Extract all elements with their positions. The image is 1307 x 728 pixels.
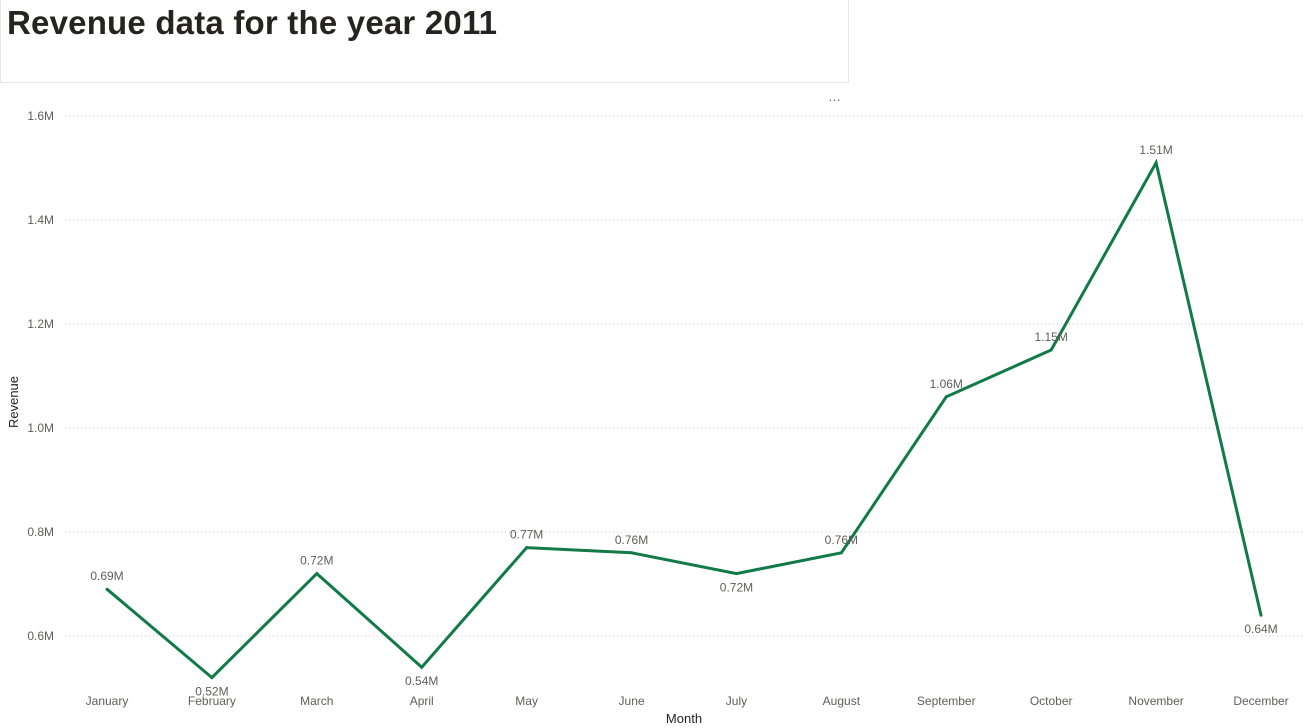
y-axis-ticks: 0.6M 0.8M 1.0M 1.2M 1.4M 1.6M (27, 109, 54, 643)
data-label: 1.15M (1035, 330, 1068, 344)
x-tick-label: April (410, 694, 434, 708)
page-title: Revenue data for the year 2011 (7, 4, 498, 41)
x-tick-label: July (726, 694, 747, 708)
x-tick-label: December (1233, 694, 1288, 708)
data-label: 0.77M (510, 528, 543, 542)
x-tick-label: August (823, 694, 861, 708)
data-point[interactable] (210, 676, 214, 680)
more-options-icon[interactable]: … (828, 89, 842, 104)
y-tick-label: 1.6M (27, 109, 54, 123)
data-point[interactable] (1154, 161, 1158, 165)
y-tick-label: 0.6M (27, 629, 54, 643)
x-axis-ticks: January February March April May June July Augu… (86, 694, 1289, 708)
y-tick-label: 0.8M (27, 525, 54, 539)
data-point[interactable] (105, 587, 109, 591)
data-point[interactable] (525, 546, 529, 550)
data-label: 0.72M (720, 581, 753, 595)
x-tick-label: January (86, 694, 129, 708)
data-label: 0.52M (195, 685, 228, 699)
x-tick-label: November (1128, 694, 1183, 708)
data-label: 0.64M (1244, 622, 1277, 636)
x-axis-title: Month (666, 711, 702, 726)
data-point[interactable] (315, 572, 319, 576)
y-tick-label: 1.4M (27, 213, 54, 227)
data-point[interactable] (1049, 348, 1053, 352)
x-tick-label: October (1030, 694, 1073, 708)
x-tick-label: February (188, 694, 236, 708)
data-label: 0.54M (405, 674, 438, 688)
data-point[interactable] (839, 551, 843, 555)
data-label: 0.72M (300, 554, 333, 568)
data-point[interactable] (420, 665, 424, 669)
gridlines (65, 115, 1305, 637)
data-labels: 0.69M 0.52M 0.72M 0.54M 0.77M 0.76M 0.72M 0.76M… (90, 143, 1277, 699)
x-tick-label: May (515, 694, 538, 708)
x-tick-label: March (300, 694, 333, 708)
x-tick-label: September (917, 694, 976, 708)
x-tick-label: June (619, 694, 645, 708)
data-point[interactable] (944, 395, 948, 399)
data-label: 1.06M (930, 377, 963, 391)
y-axis-title: Revenue (6, 376, 21, 428)
y-tick-label: 1.0M (27, 421, 54, 435)
title-card: Revenue data for the year 2011 (0, 0, 849, 83)
data-label: 0.76M (825, 533, 858, 547)
data-label: 0.76M (615, 533, 648, 547)
series-group (105, 158, 1263, 680)
data-point[interactable] (734, 572, 738, 576)
data-point[interactable] (630, 551, 634, 555)
data-label: 0.69M (90, 569, 123, 583)
data-label: 1.51M (1139, 143, 1172, 157)
data-point[interactable] (1259, 613, 1263, 617)
y-tick-label: 1.2M (27, 317, 54, 331)
series-line (106, 158, 1263, 680)
